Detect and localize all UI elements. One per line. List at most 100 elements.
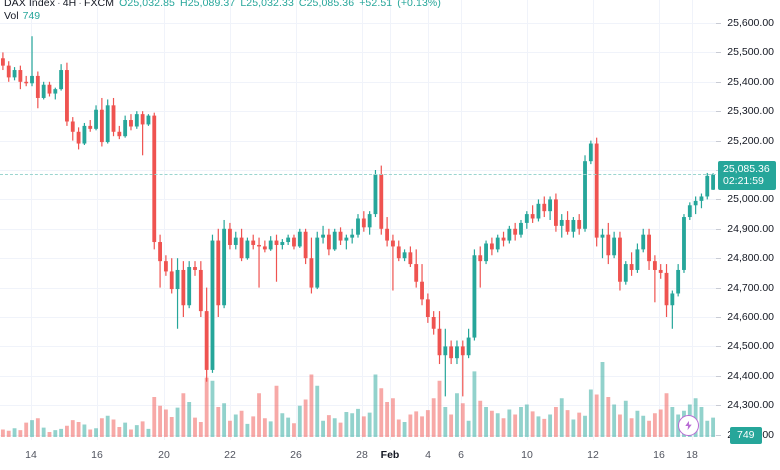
volume-bar — [565, 410, 570, 438]
legend-exchange: FXCM — [83, 0, 115, 9]
legend-high-label: H — [180, 0, 188, 9]
candle-body — [530, 214, 535, 219]
volume-bar — [466, 420, 471, 437]
candle-body — [88, 125, 93, 129]
candle-body — [99, 109, 104, 143]
candle-wick — [258, 237, 260, 288]
legend-row-symbol: DAX Index · 4H · FXCM O25,032.85 H25,089.37 L25… — [4, 0, 441, 9]
candle-body — [94, 109, 98, 129]
candle-body — [210, 240, 215, 370]
volume-bar — [245, 423, 250, 438]
candle-body — [134, 114, 139, 127]
candle-body — [198, 269, 203, 312]
volume-bar — [670, 407, 675, 437]
candle-body — [280, 242, 285, 245]
volume-bar — [59, 428, 64, 438]
volume-bar — [350, 413, 355, 437]
candle-body — [228, 228, 232, 245]
grid-line-horizontal — [0, 140, 716, 142]
volume-bar — [449, 414, 454, 437]
legend-high-value: 25,089.37 — [187, 0, 236, 9]
lightning-bolt-icon[interactable] — [678, 415, 699, 436]
time-scale-label: 26 — [290, 449, 302, 461]
time-scale[interactable]: 14 16 20 22 26 28 Feb 4 6 10 12 16 18 — [0, 440, 780, 470]
candle-body — [297, 231, 302, 247]
price-scale-label: 24,400.00 — [727, 369, 774, 382]
volume-bar — [321, 420, 325, 437]
candle-body — [105, 105, 110, 143]
price-tick — [716, 434, 721, 436]
legend-interval[interactable]: 4H — [62, 0, 77, 9]
candle-body — [635, 249, 640, 270]
candle-body — [443, 346, 448, 356]
candle-body — [315, 237, 320, 288]
candle-body — [554, 199, 558, 226]
price-tick — [716, 287, 721, 289]
volume-bar — [129, 429, 133, 437]
legend-change: +52.51 — [359, 0, 393, 9]
candle-body — [12, 70, 17, 78]
time-scale-label: 20 — [158, 449, 170, 461]
candle-wick — [25, 75, 27, 87]
volume-bar — [105, 415, 110, 437]
candlestick-series — [0, 36, 716, 438]
volume-bar — [495, 413, 500, 437]
candle-body — [641, 234, 646, 250]
volume-bar — [123, 422, 128, 438]
candle-body — [577, 219, 582, 229]
time-scale-label: 12 — [587, 449, 599, 461]
grid-line-vertical — [164, 0, 165, 440]
candle-body — [670, 293, 675, 306]
current-price-value: 25,085.36 — [723, 163, 770, 176]
volume-bar — [437, 380, 442, 437]
price-scale[interactable]: 25,600.00 25,500.00 25,400.00 25,300.00 25,2… — [716, 0, 780, 444]
chart-legend: DAX Index · 4H · FXCM O25,032.85 H25,089.37 L25… — [4, 0, 441, 22]
candle-body — [693, 200, 698, 206]
price-scale-label: 25,400.00 — [727, 75, 774, 88]
current-price-badge[interactable]: 25,085.36 02:21:59 — [718, 161, 776, 191]
candle-body — [152, 115, 157, 243]
volume-bar — [618, 414, 622, 437]
legend-symbol[interactable]: DAX Index — [4, 0, 56, 9]
volume-bar — [82, 424, 87, 437]
volume-bar — [326, 415, 331, 438]
volume-badge[interactable]: 749 — [730, 427, 762, 444]
chart-plot-area[interactable]: DAX Index · 4H · FXCM O25,032.85 H25,089.37 L25… — [0, 0, 716, 440]
volume-bar — [204, 377, 209, 438]
volume-bar — [414, 411, 419, 438]
volume-bar — [332, 418, 337, 437]
candle-body — [711, 174, 716, 190]
volume-bar — [30, 420, 34, 438]
candle-body — [245, 240, 250, 259]
volume-bar — [513, 414, 518, 437]
candle-body — [146, 115, 151, 125]
grid-line-horizontal — [0, 346, 716, 348]
volume-bar — [181, 393, 186, 437]
volume-bar — [373, 374, 378, 437]
candle-body — [425, 299, 430, 317]
volume-bar — [379, 388, 384, 437]
candle-body — [0, 58, 5, 66]
time-scale-label: Feb — [380, 449, 400, 461]
grid-line-horizontal — [0, 81, 716, 83]
candle-body — [76, 131, 81, 144]
candle-body — [30, 75, 34, 84]
candle-body — [478, 255, 483, 262]
grid-line-horizontal — [0, 405, 716, 407]
candle-body — [344, 237, 349, 241]
volume-bar — [12, 428, 17, 437]
grid-line-vertical — [97, 0, 98, 440]
candle-body — [6, 65, 11, 78]
time-scale-label: 16 — [653, 449, 665, 461]
price-tick — [716, 140, 721, 142]
volume-bar — [140, 421, 145, 438]
price-scale-label: 24,600.00 — [727, 311, 774, 323]
candle-body — [239, 237, 244, 259]
price-tick — [716, 405, 721, 407]
candle-body — [379, 174, 384, 229]
volume-bar — [431, 398, 436, 437]
volume-bar — [425, 410, 430, 438]
volume-bar — [70, 420, 75, 438]
candle-body — [24, 81, 29, 84]
